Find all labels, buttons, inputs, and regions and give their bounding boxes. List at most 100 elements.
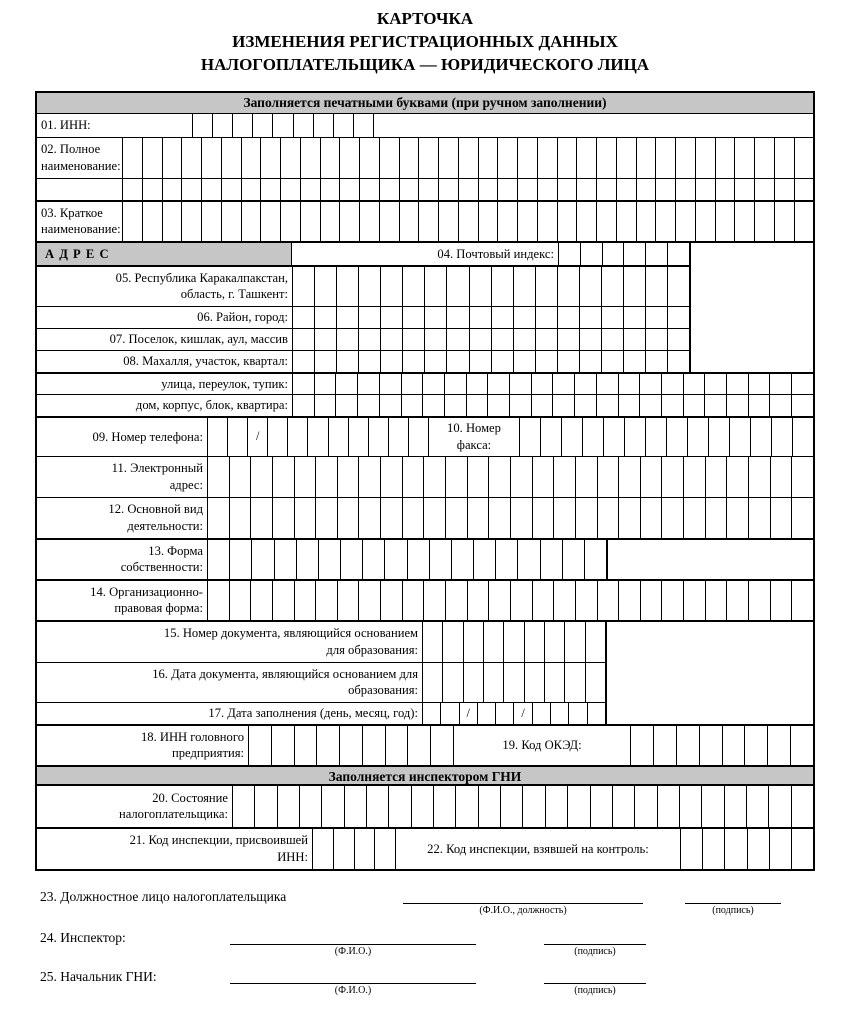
form-cell	[400, 178, 420, 200]
form-cell	[668, 266, 691, 306]
form-cell	[749, 580, 771, 620]
form-cell	[680, 785, 703, 827]
form-cell	[452, 539, 475, 579]
doc-date-label: 16. Дата документа, являющийся основание…	[152, 666, 418, 698]
form-cell	[479, 178, 499, 200]
doc-number-label: 15. Номер документа, являющийся основани…	[163, 626, 418, 657]
house-label: дом, корпус, блок, квартира:	[135, 398, 288, 413]
form-cell	[375, 828, 396, 869]
oked-label: 19. Код ОКЭД:	[502, 738, 582, 753]
signature-line	[685, 889, 781, 904]
row-20-status: 20. Состояние налогоплательщика:	[37, 785, 813, 827]
form-cell	[709, 417, 730, 456]
form-cell	[222, 178, 242, 200]
form-cell	[489, 456, 511, 497]
form-cell	[792, 374, 813, 394]
form-cell	[261, 137, 281, 178]
row-13-ownership: 13. Форма собственности:	[37, 537, 813, 579]
row-21-22-inspection: 21. Код инспекции, присвоившей ИНН: 22. …	[37, 826, 813, 869]
form-cell	[646, 242, 669, 265]
form-cell	[755, 178, 775, 200]
form-cell	[727, 456, 750, 497]
form-cell	[182, 137, 202, 178]
form-cell	[273, 113, 294, 137]
form-cell	[684, 580, 706, 620]
address-header-cell: А Д Р Е С	[37, 242, 292, 265]
form-cell	[791, 726, 813, 765]
form-cell	[533, 702, 552, 724]
form-cell	[554, 497, 576, 538]
form-cell	[431, 725, 455, 765]
form-cell	[337, 350, 360, 372]
form-cell	[792, 786, 813, 827]
chief-label: 25. Начальник ГНИ:	[40, 968, 157, 984]
form-cell	[667, 417, 688, 456]
settlement-label: 07. Поселок, кишлак, аул, массив	[109, 332, 288, 347]
form-cell	[562, 417, 583, 456]
form-cell	[541, 539, 563, 579]
form-cell	[597, 394, 619, 416]
form-cell	[597, 137, 617, 178]
form-cell	[456, 785, 479, 827]
row-01-inn: 01. ИНН:	[37, 113, 813, 137]
address-section-left: А Д Р Е С 04. Почтовый индекс: 05. Респу…	[37, 242, 691, 372]
form-cell	[631, 725, 654, 765]
form-cell	[511, 456, 533, 497]
oked-cells	[630, 725, 813, 765]
form-cell	[725, 785, 747, 827]
form-cell	[646, 350, 669, 372]
form-cell	[261, 201, 281, 241]
form-cell	[228, 417, 249, 456]
form-cell	[668, 328, 691, 350]
form-cell	[735, 137, 755, 178]
form-cell	[447, 328, 470, 350]
blank-area	[690, 242, 813, 372]
form-cell	[770, 828, 792, 869]
blank-area	[606, 621, 813, 724]
form-cell	[470, 350, 492, 372]
form-cell	[488, 394, 511, 416]
form-cell	[613, 785, 636, 827]
form-cell	[716, 137, 736, 178]
form-cell	[445, 394, 467, 416]
row-07-settlement: 07. Поселок, кишлак, аул, массив	[37, 327, 691, 350]
form-cell	[403, 266, 426, 306]
form-cell	[268, 417, 289, 456]
form-cell	[553, 373, 576, 394]
form-cell	[488, 373, 511, 394]
form-cell	[676, 178, 696, 200]
form-cell	[222, 201, 242, 241]
form-cell	[637, 137, 657, 178]
form-cell	[163, 137, 183, 178]
form-cell	[340, 137, 360, 178]
form-cell	[510, 373, 532, 394]
inspector-band: Заполняется инспектором ГНИ	[37, 764, 813, 786]
signature-line	[544, 930, 646, 945]
form-cell	[646, 417, 667, 456]
form-cell	[514, 328, 536, 350]
form-cell	[563, 539, 585, 579]
form-cell	[533, 497, 555, 538]
form-cell	[749, 497, 771, 538]
form-cell	[523, 785, 546, 827]
row-08-mahalla: 08. Махалля, участок, квартал:	[37, 349, 691, 372]
form-cell	[441, 702, 460, 724]
form-cell	[598, 580, 620, 620]
form-cell	[755, 201, 775, 241]
form-cell	[745, 725, 769, 765]
form-cell	[716, 178, 736, 200]
form-cell	[273, 456, 295, 497]
form-cell	[580, 306, 602, 328]
form-cell	[295, 580, 317, 620]
form-title-line2: ИЗМЕНЕНИЯ РЕГИСТРАЦИОННЫХ ДАННЫХ	[232, 31, 618, 51]
form-cell	[337, 328, 360, 350]
signature-caption: (подпись)	[574, 945, 616, 957]
row-24-inspector: 24. Инспектор: (Ф.И.О.) (подпись)	[40, 930, 850, 957]
form-cell	[536, 266, 558, 306]
form-cell	[389, 417, 409, 456]
form-cell	[518, 137, 538, 178]
document-section-left: 15. Номер документа, являющийся основани…	[37, 621, 606, 724]
form-cell	[202, 178, 222, 200]
form-cell	[723, 725, 746, 765]
phone-cells: /	[207, 417, 430, 456]
